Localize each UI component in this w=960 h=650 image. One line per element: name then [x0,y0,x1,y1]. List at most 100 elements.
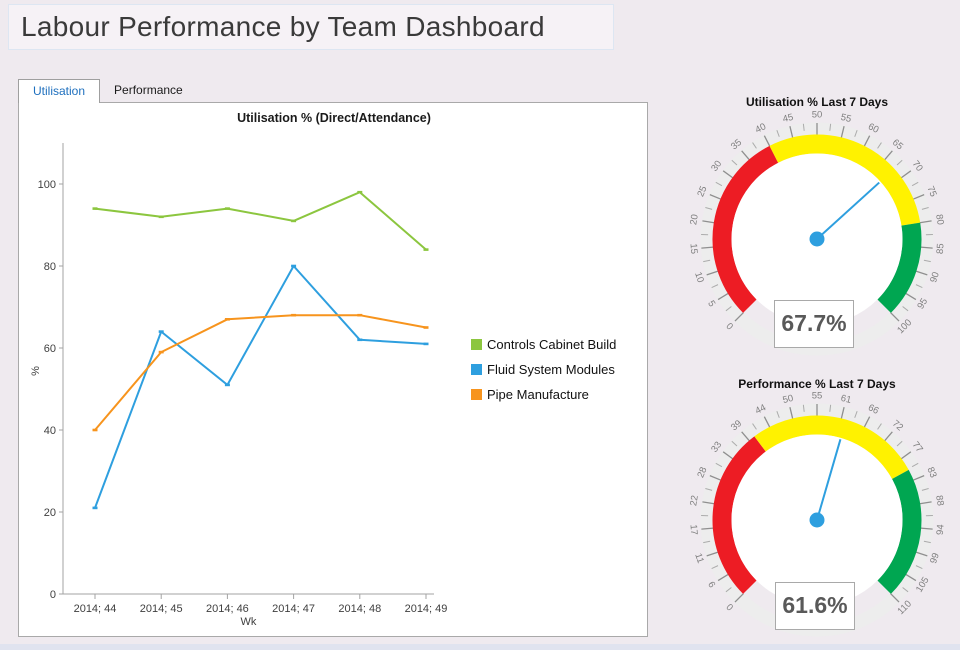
data-point-marker [92,428,98,432]
gauge-performance-value: 61.6% [775,582,855,630]
gauge-performance-title: Performance % Last 7 Days [738,377,896,391]
gauge-scale-label: 99 [928,552,942,565]
gauge-scale-label: 70 [910,159,925,174]
legend-label: Controls Cabinet Build [487,337,617,352]
y-tick-label: 80 [44,261,56,273]
data-point-marker [357,338,363,342]
data-point-marker [357,313,363,317]
gauge-band [877,469,922,594]
gauge-ticks [701,404,933,603]
legend-swatch [471,339,482,350]
y-tick-label: 60 [44,343,56,355]
y-tick-label: 20 [44,507,56,519]
gauge-scale-label: 61 [840,393,853,406]
gauge-scale-label: 20 [688,214,701,226]
gauge-scale-label: 45 [782,112,795,125]
gauge-utilisation-value: 67.7% [774,300,854,348]
x-tick-label: 2014; 49 [405,603,448,615]
legend-item: Fluid System Modules [471,362,616,377]
tab-utilisation[interactable]: Utilisation [18,79,101,103]
x-axis-title: Wk [241,616,257,628]
gauge-band [769,134,921,226]
gauge-scale-label: 5 [705,299,717,309]
gauge-scale-label: 10 [692,271,706,284]
y-axis-title: % [30,366,42,376]
gauge-scale-label: 95 [915,296,930,311]
x-tick-label: 2014; 44 [74,603,117,615]
data-point-marker [291,219,297,223]
legend-item: Controls Cabinet Build [471,337,617,352]
line-series [92,313,429,432]
gauge-scale-label: 90 [928,271,942,284]
gauge-band [877,222,922,313]
data-point-marker [357,190,363,194]
gauge-needle [816,439,842,521]
gauge-scale-label: 55 [840,112,853,125]
gauge-utilisation-title: Utilisation % Last 7 Days [745,95,889,109]
gauge-needle [816,181,880,240]
gauge-scale-label: 75 [924,185,938,199]
x-tick-label: 2014; 45 [140,603,183,615]
gauge-needle-hub [809,512,825,528]
gauge-scale-label: 30 [709,159,724,174]
gauge-scale-label: 94 [935,524,947,535]
gauge-scale-label: 44 [754,402,768,417]
x-tick-label: 2014; 46 [206,603,249,615]
gauge-scale-label: 0 [724,321,736,333]
data-point-marker [158,330,164,333]
x-tick-label: 2014; 48 [338,603,381,615]
legend-item: Pipe Manufacture [471,387,616,402]
tab-performance[interactable]: Performance [114,83,183,97]
gauge-scale-label: 50 [812,110,823,121]
gauge-scale-label: 0 [724,602,736,614]
chart-title: Utilisation % (Direct/Attendance) [237,111,431,125]
gauge-color-bands [712,415,922,594]
gauge-band [754,415,909,480]
page-title: Labour Performance by Team Dashboard [21,11,545,42]
y-tick-label: 40 [44,425,56,437]
utilisation-line-chart: Utilisation % (Direct/Attendance) 0 20 40 60… [30,111,447,628]
data-point-marker [423,326,429,329]
data-point-marker [224,207,230,210]
data-point-marker [291,264,297,268]
gauge-scale-label: 60 [866,121,880,136]
gauge-scale-label: 85 [935,243,947,254]
chart-legend: Controls Cabinet Build Fluid System Modul… [471,337,617,413]
gauge-scale-label: 40 [754,121,768,136]
dashboard-title-box: Labour Performance by Team Dashboard [8,4,614,50]
gauge-scale-label: 80 [933,214,946,226]
x-tick-label: 2014; 47 [272,603,315,615]
gauge-scale-label: 22 [688,495,701,507]
gauge-ticks [701,123,933,322]
gauge-scale-label: 55 [812,391,823,402]
data-point-marker [291,313,297,317]
bottom-scroll-strip [0,644,960,650]
gauge-scale-label: 17 [687,524,699,535]
legend-swatch [471,364,482,375]
legend-label: Pipe Manufacture [487,387,589,402]
gauge-band [712,145,779,313]
gauge-scale-label: 6 [705,580,717,590]
data-point-marker [92,506,98,510]
data-point-marker [423,248,429,251]
gauge-scale-label: 50 [782,393,795,406]
line-series [92,190,429,251]
data-point-marker [224,383,230,387]
gauge-scale-label: 33 [709,440,724,455]
gauge-color-bands [712,134,922,313]
gauge-scale-label: 11 [692,552,706,565]
gauge-scale-label: 28 [695,466,709,480]
data-point-marker [92,207,98,210]
gauge-scale-label: 15 [687,243,699,254]
data-point-marker [158,350,164,354]
data-point-marker [224,318,230,321]
gauge-scale-label: 66 [866,402,880,417]
tab-bar: Utilisation Performance [18,79,197,103]
y-tick-label: 0 [50,589,56,601]
legend-label: Fluid System Modules [487,362,615,377]
utilisation-chart-panel: Utilisation % (Direct/Attendance) 0 20 40 60… [18,102,648,637]
data-point-marker [158,215,164,219]
gauge-scale-label: 77 [910,440,925,455]
chart-axes: 0 20 40 60 80 100 2014; 44 2014; 45 2014; 46 2014… [30,143,447,628]
